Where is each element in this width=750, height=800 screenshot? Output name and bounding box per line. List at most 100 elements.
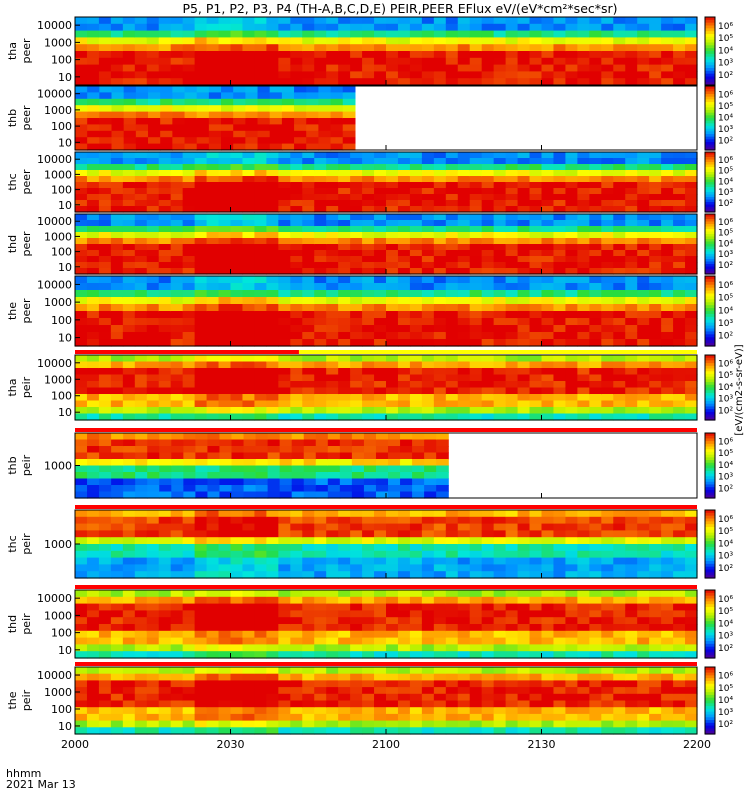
colorbar-segment <box>705 451 715 456</box>
spectrogram-cell <box>111 446 124 454</box>
spectrogram-cell <box>218 158 232 165</box>
spectrogram-cell <box>122 44 136 52</box>
spectrogram-cell <box>386 250 399 257</box>
panel-label-product: peer <box>20 38 33 64</box>
spectrogram-cell <box>685 256 698 263</box>
spectrogram-cell <box>254 158 267 165</box>
spectrogram-cell <box>589 530 602 538</box>
spectrogram-cell <box>182 176 196 183</box>
spectrogram-cell <box>649 158 662 165</box>
spectrogram-cell <box>230 720 244 728</box>
spectrogram-cell <box>529 590 543 598</box>
spectrogram-cell <box>158 530 172 538</box>
spectrogram-cell <box>306 98 319 106</box>
spectrogram-cell <box>445 550 459 559</box>
spectrogram-cell <box>469 624 483 632</box>
spectrogram-cell <box>350 644 363 652</box>
spectrogram-cell <box>318 98 332 106</box>
spectrogram-cell <box>613 44 626 52</box>
spectrogram-cell <box>386 596 399 605</box>
spectrogram-cell <box>266 71 279 79</box>
spectrogram-cell <box>170 262 184 269</box>
spectrogram-cell <box>170 400 184 408</box>
spectrogram-cell <box>350 537 363 545</box>
spectrogram-cell <box>505 610 519 618</box>
spectrogram-cell <box>517 188 531 195</box>
spectrogram-cell <box>245 92 259 100</box>
spectrogram-cell <box>362 651 375 659</box>
spectrogram-cell <box>111 472 124 480</box>
spectrogram-cell <box>409 667 423 675</box>
spectrogram-cell <box>481 374 495 382</box>
colorbar-segment <box>705 360 715 364</box>
spectrogram-cell <box>589 37 602 45</box>
spectrogram-cell <box>338 610 351 618</box>
panel-label-product: peir <box>20 533 33 555</box>
spectrogram-cell <box>266 51 279 59</box>
spectrogram-cell <box>433 617 447 625</box>
spectrogram-cell <box>294 137 307 145</box>
spectrogram-cell <box>206 727 220 735</box>
spectrogram-cell <box>184 105 198 113</box>
spectrogram-cell <box>254 644 267 652</box>
spectrogram-cell <box>362 57 375 66</box>
spectrogram-cell <box>146 51 160 59</box>
spectrogram-cell <box>146 232 160 239</box>
spectrogram-cell <box>589 23 602 32</box>
spectrogram-cell <box>661 624 674 632</box>
spectrogram-cell <box>457 387 471 395</box>
spectrogram-cell <box>206 64 220 72</box>
spectrogram-cell <box>158 630 172 639</box>
spectrogram-cell <box>254 200 267 207</box>
spectrogram-cell <box>505 188 519 195</box>
spectrogram-cell <box>661 325 674 333</box>
spectrogram-cell <box>326 673 339 681</box>
spectrogram-cell <box>457 680 471 688</box>
spectrogram-cell <box>374 164 387 171</box>
spectrogram-cell <box>409 530 423 538</box>
colorbar-tick-label: 10² <box>718 199 733 209</box>
spectrogram-cell <box>254 152 267 159</box>
spectrogram-cell <box>433 644 447 652</box>
spectrogram-cell <box>505 651 519 659</box>
spectrogram-cell <box>661 37 674 45</box>
spectrogram-cell <box>158 720 172 728</box>
spectrogram-cell <box>577 226 590 233</box>
spectrogram-cell <box>134 200 148 207</box>
spectrogram-cell <box>75 244 88 251</box>
colorbar-segment <box>705 231 715 235</box>
spectrogram-cell <box>553 387 567 395</box>
spectrogram-cell <box>183 491 196 499</box>
spectrogram-cell <box>302 617 315 625</box>
spectrogram-cell <box>111 105 125 113</box>
spectrogram-cell <box>565 158 578 165</box>
spectrogram-cell <box>278 596 291 605</box>
colorbar-segment <box>705 179 715 183</box>
spectrogram-cell <box>75 651 88 659</box>
spectrogram-cell <box>207 459 221 467</box>
spectrogram-cell <box>673 64 686 72</box>
spectrogram-cell <box>245 118 259 125</box>
spectrogram-cell <box>171 452 184 460</box>
spectrogram-cell <box>254 311 267 319</box>
spectrogram-cell <box>86 727 100 735</box>
spectrogram-cell <box>350 170 363 177</box>
spectrogram-cell <box>134 516 148 525</box>
spectrogram-cell <box>303 478 317 486</box>
spectrogram-cell <box>589 564 602 572</box>
spectrogram-cell <box>110 720 124 728</box>
colorbar-segment <box>705 403 715 408</box>
spectrogram-cell <box>601 51 614 59</box>
spectrogram-cell <box>505 355 519 363</box>
spectrogram-cell <box>589 510 602 518</box>
spectrogram-cell <box>194 232 208 239</box>
spectrogram-cell <box>517 361 531 369</box>
spectrogram-cell <box>218 30 232 38</box>
spectrogram-cell <box>661 176 674 183</box>
spectrogram-cell <box>290 318 303 326</box>
spectrogram-cell <box>194 537 208 545</box>
colorbar-segment <box>705 65 715 69</box>
spectrogram-cell <box>400 491 413 499</box>
spectrogram-cell <box>421 557 435 565</box>
spectrogram-cell <box>122 673 136 681</box>
